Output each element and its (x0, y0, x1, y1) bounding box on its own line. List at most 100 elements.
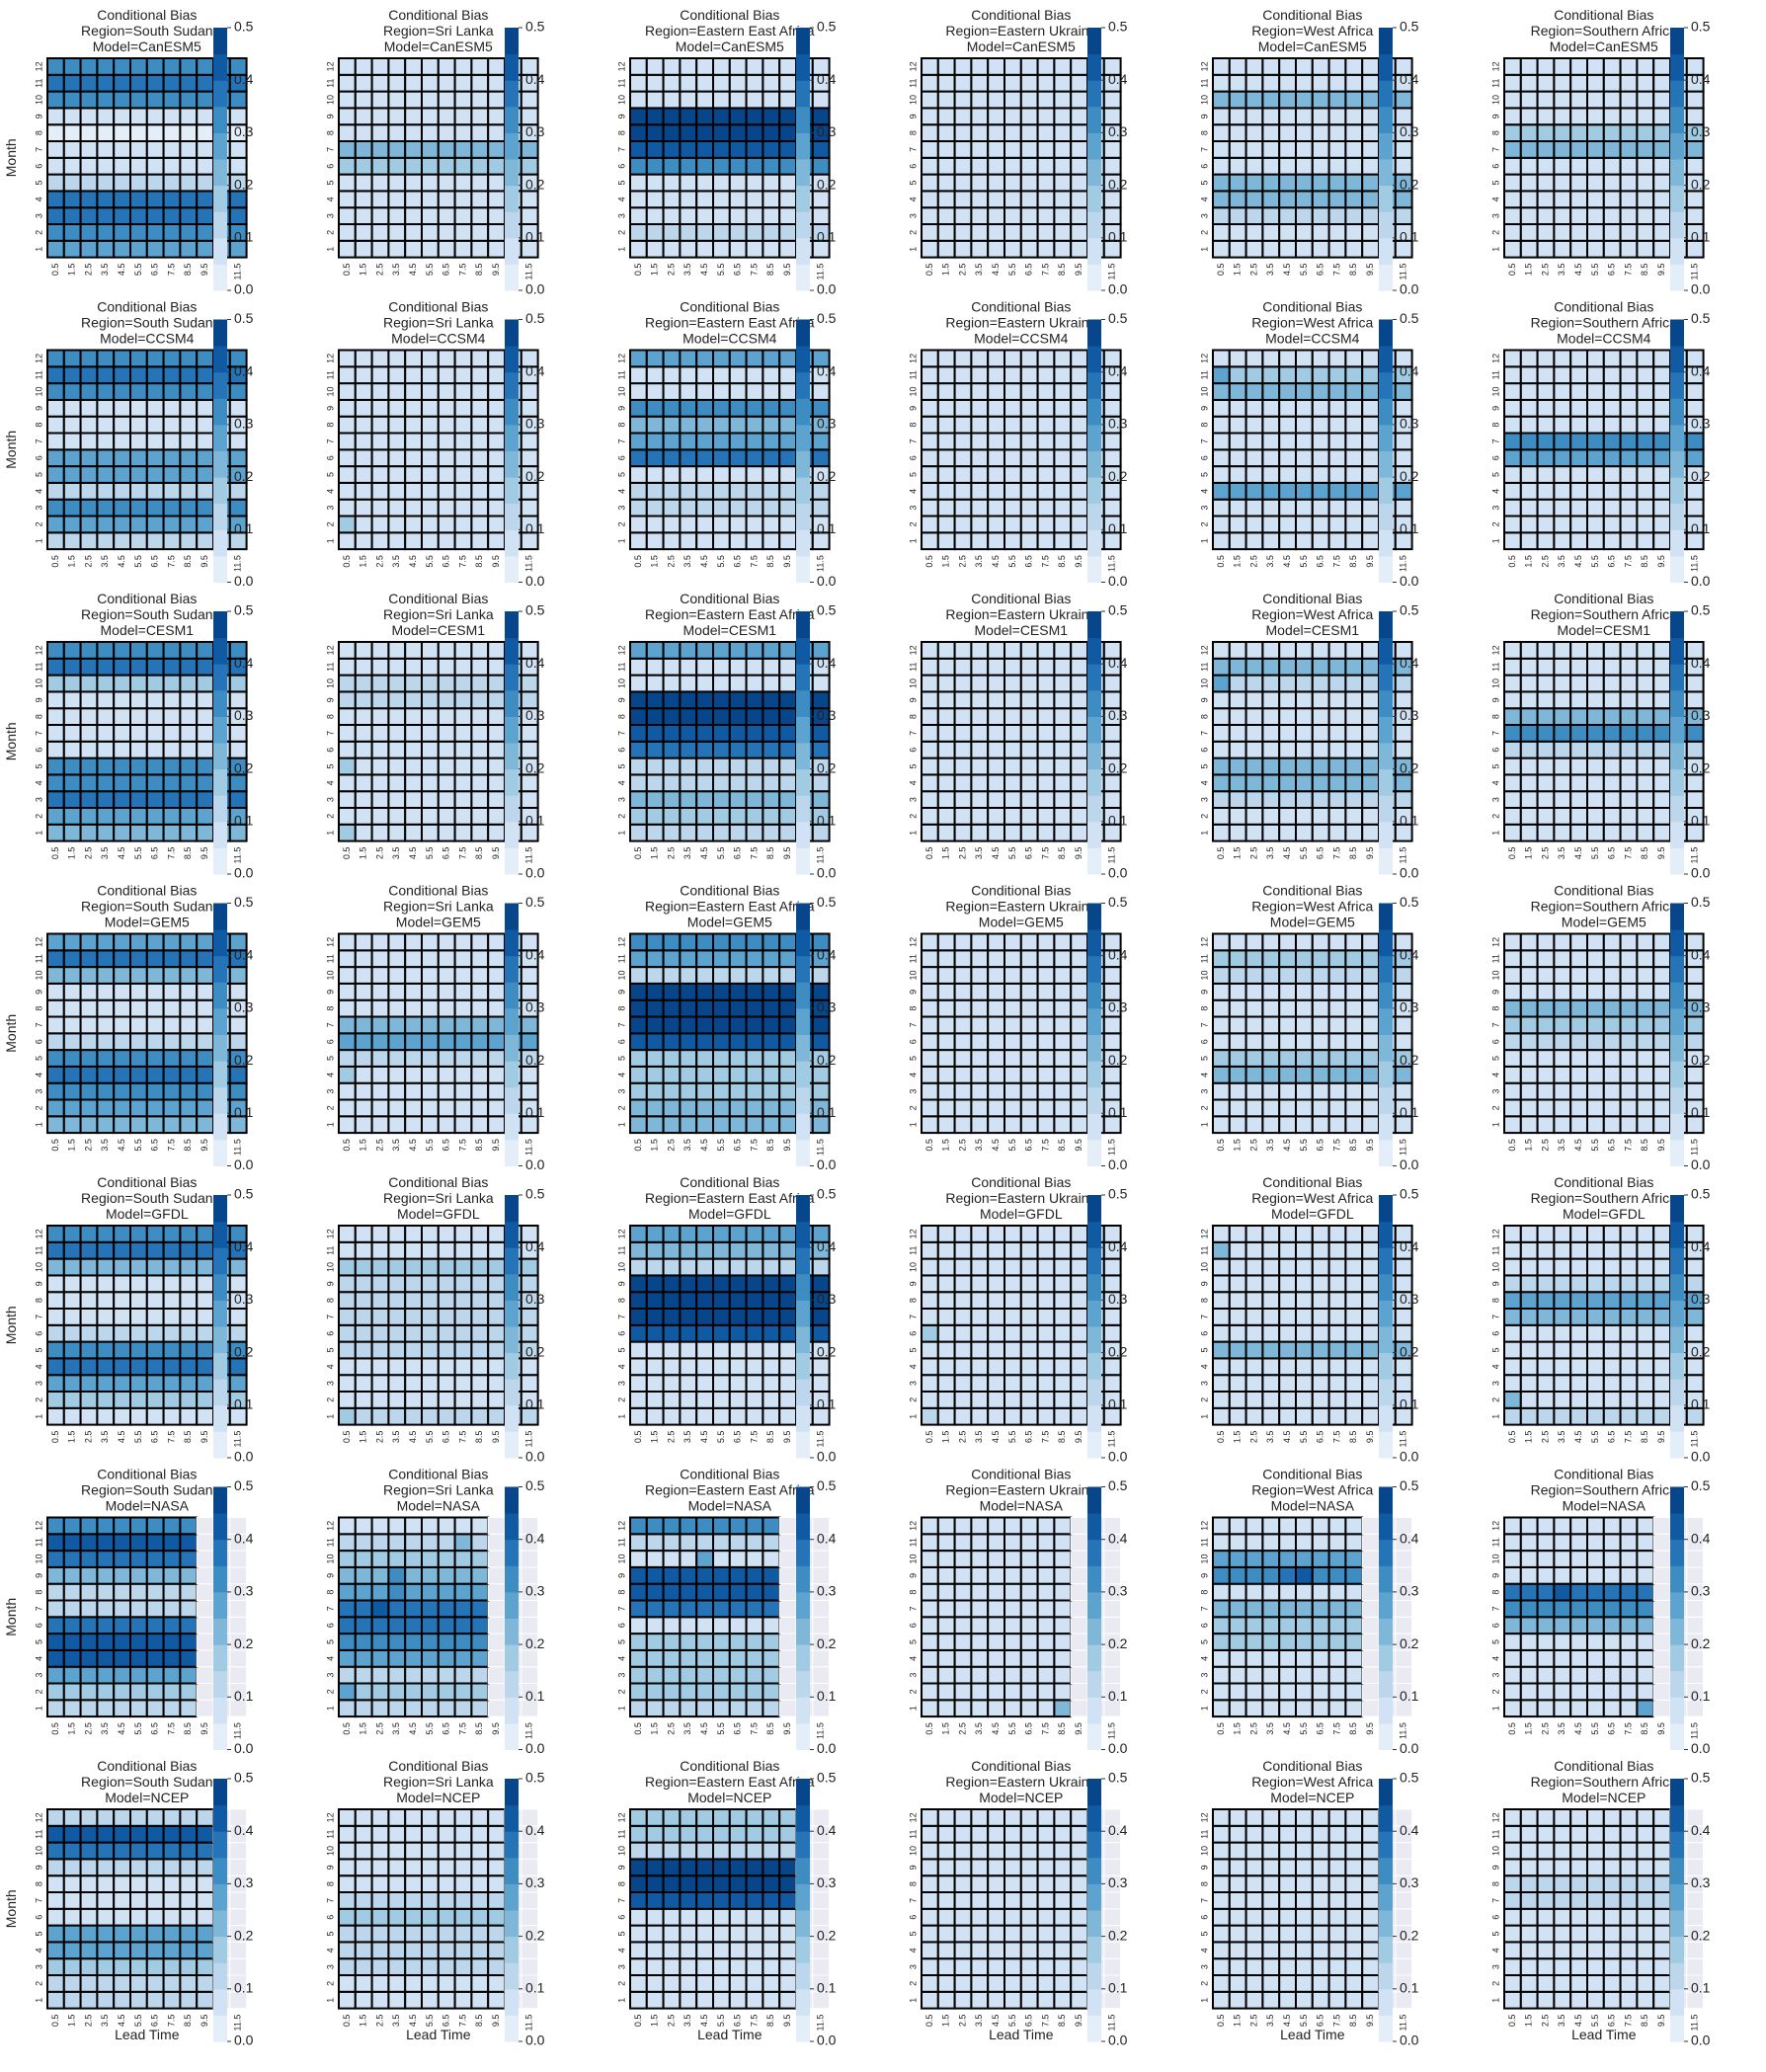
x-tick-label: 4.5 (699, 555, 709, 568)
heatmap-cell (62, 757, 82, 776)
x-tick-label: 6.5 (150, 847, 160, 860)
colorbar-tick-label: 0.3 (1108, 123, 1128, 139)
heatmap-cell (1278, 674, 1297, 693)
heatmap-cell (728, 807, 748, 826)
colorbar-segment (213, 185, 227, 212)
heatmap-cell (354, 641, 373, 660)
y-tick-label: 3 (1199, 797, 1209, 802)
heatmap-cell (470, 156, 490, 176)
colorbar: 0.00.10.20.30.40.5 (213, 602, 254, 881)
heatmap-cell (1586, 949, 1605, 969)
colorbar-segment (1087, 159, 1101, 187)
heatmap-cell (1536, 382, 1556, 401)
colorbar-tick-label: 0.0 (1108, 573, 1128, 589)
heatmap-cell (1652, 966, 1671, 985)
heatmap-cell (1053, 1115, 1073, 1135)
heatmap-cell (1652, 498, 1671, 518)
heatmap-cell (338, 90, 357, 110)
colorbar-tick-label: 0.5 (1108, 602, 1128, 618)
heatmap-cell (1553, 807, 1572, 826)
heatmap-cell (196, 949, 214, 969)
x-tick-label: 6.5 (1024, 555, 1034, 568)
heatmap-cell (1311, 432, 1330, 451)
heatmap-cell (370, 382, 390, 401)
colorbar-tick-label: 0.4 (234, 71, 254, 87)
heatmap-cell (404, 1032, 424, 1052)
heatmap-cell (1019, 382, 1039, 401)
heatmap-cell (370, 481, 390, 501)
y-tick-label: 11 (34, 663, 43, 672)
heatmap-cell (421, 1049, 440, 1068)
heatmap-cell (437, 140, 456, 159)
x-tick-label: 1.5 (941, 847, 951, 860)
heatmap-cell (387, 1098, 407, 1118)
heatmap-cell (778, 949, 798, 969)
heatmap-cell (1053, 966, 1073, 985)
heatmap-cell (987, 674, 1006, 693)
heatmap-cell (145, 1032, 165, 1052)
panel-region-label: Region=West Africa (1251, 315, 1373, 331)
heatmap-cell (487, 657, 507, 677)
heatmap-cell (762, 90, 781, 110)
y-tick-label: 9 (325, 406, 335, 411)
x-tick-label: 3.5 (391, 1139, 401, 1152)
heatmap-cell (728, 432, 748, 451)
heatmap-cell (1244, 1049, 1264, 1068)
heatmap-cell (778, 807, 798, 826)
heatmap-cell (1278, 349, 1297, 368)
heatmap-cell (712, 498, 731, 518)
heatmap-cell (1003, 223, 1022, 242)
heatmap-cell (1652, 432, 1671, 451)
colorbar-tick-label: 0.2 (525, 468, 545, 484)
heatmap-cell (629, 982, 648, 1001)
heatmap-cell (1636, 156, 1655, 176)
heatmap-cell (662, 757, 682, 776)
y-tick-label: 9 (325, 697, 335, 702)
heatmap-cell (1519, 724, 1539, 743)
heatmap-cell (62, 465, 82, 484)
colorbar-segment (1670, 847, 1684, 875)
heatmap-cell (370, 515, 390, 534)
heatmap-cell (404, 515, 424, 534)
heatmap-cell (695, 365, 715, 385)
heatmap-cell (1228, 123, 1247, 142)
heatmap-cell (695, 498, 715, 518)
heatmap-cell (1036, 790, 1056, 810)
heatmap-cell (1228, 57, 1247, 76)
y-tick-label: 4 (616, 780, 626, 785)
y-tick-label: 10 (1199, 970, 1209, 980)
x-tick-label: 6.5 (1607, 847, 1617, 860)
heatmap-cell (1212, 823, 1231, 842)
heatmap-cell (762, 415, 781, 435)
heatmap-cell (520, 190, 539, 209)
heatmap-cell (46, 1340, 65, 1360)
heatmap-cell (421, 1308, 440, 1326)
colorbar-tick-label: 0.1 (1691, 813, 1711, 829)
heatmap-cell (113, 641, 131, 660)
heatmap-cell (1261, 740, 1281, 759)
heatmap-cell (1553, 998, 1572, 1018)
heatmap-cell (196, 1291, 214, 1310)
heatmap-cell (1070, 432, 1088, 451)
heatmap-cell (129, 515, 148, 534)
heatmap-cell (1261, 190, 1281, 209)
x-tick-label: 0.5 (924, 847, 934, 860)
heatmap-cell (1070, 657, 1088, 677)
heatmap-cell (1519, 757, 1539, 776)
heatmap-cell (1503, 190, 1522, 209)
heatmap-cell (129, 1340, 148, 1360)
heatmap-cell (487, 690, 507, 710)
heatmap-cell (387, 206, 407, 225)
heatmap-cell (487, 1274, 507, 1294)
heatmap-cell (1228, 641, 1247, 660)
heatmap-cell (196, 90, 214, 110)
heatmap-cell (62, 998, 82, 1018)
heatmap-cell (1619, 932, 1639, 952)
y-tick-label: 4 (1490, 1073, 1500, 1077)
heatmap-cell (662, 998, 682, 1018)
heatmap-cell (404, 1015, 424, 1035)
heatmap-cell (811, 690, 831, 710)
panel-title: Conditional Bias (680, 591, 779, 606)
heatmap-cell (1519, 807, 1539, 826)
heatmap-cell (145, 1374, 165, 1393)
